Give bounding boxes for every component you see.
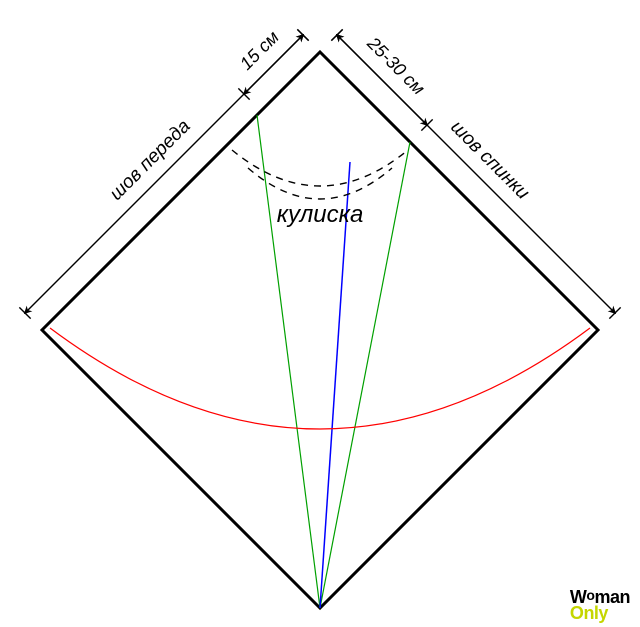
red-arc (50, 328, 590, 429)
dim-25-30cm-label: 25-30 см (363, 32, 429, 98)
kuliska-arc-outer (232, 150, 408, 186)
pattern-square (42, 52, 598, 608)
watermark-logo: Woman Only (570, 589, 630, 621)
dim-15cm-label: 15 см (236, 27, 283, 74)
green-line-left (257, 115, 320, 608)
wm-nly: nly (583, 603, 608, 623)
pattern-diagram: кулискашов передашов спинки15 см25-30 см (0, 0, 640, 627)
kuliska-label: кулиска (277, 201, 364, 228)
wm-O: O (570, 603, 584, 623)
kuliska-arc-inner (248, 168, 392, 199)
blue-line (320, 162, 350, 608)
